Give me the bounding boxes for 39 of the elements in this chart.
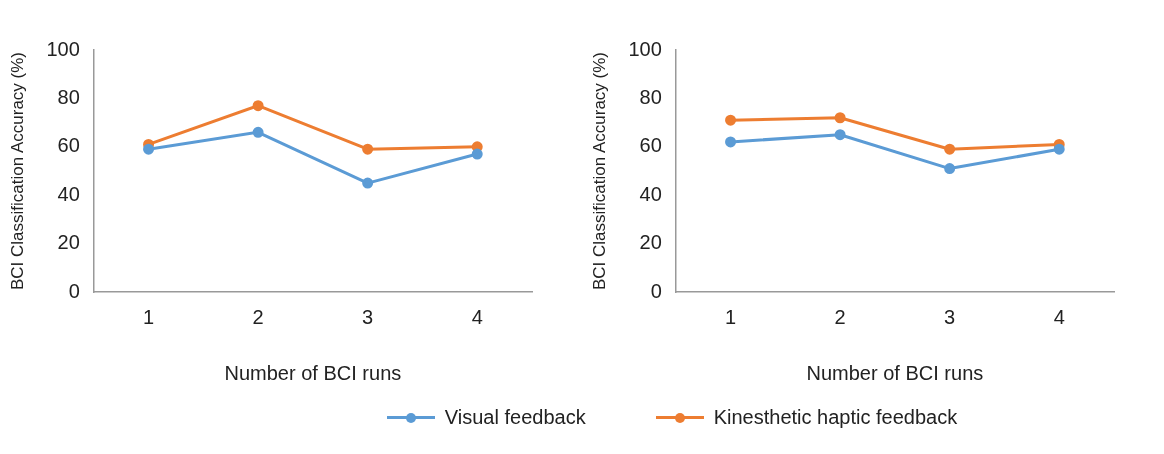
x-tick-label: 4 (1053, 305, 1065, 328)
point (944, 143, 956, 155)
y-tick-label: 100 (46, 37, 80, 60)
y-tick-label: 20 (57, 231, 80, 254)
x-tick-label: 1 (142, 305, 155, 328)
point (725, 114, 737, 126)
y-tick-label: 80 (639, 85, 662, 108)
x-tick-label: 4 (471, 305, 483, 328)
point (944, 163, 956, 175)
point (362, 177, 374, 189)
x-tick-label: 2 (252, 305, 264, 328)
y-tick-label: 0 (68, 279, 80, 302)
x-tick-label: 1 (724, 305, 737, 328)
point (362, 143, 374, 155)
y-tick-label: 0 (650, 279, 662, 302)
point (252, 126, 264, 138)
point (834, 129, 846, 141)
point (252, 100, 264, 112)
y-tick-label: 40 (57, 182, 80, 205)
y-tick-label: 80 (57, 85, 80, 108)
legend-label: Kinesthetic haptic feedback (713, 406, 958, 429)
y-axis-title: BCI Classification Accuracy (%) (589, 51, 609, 291)
x-tick-label: 2 (834, 305, 846, 328)
y-tick-label: 40 (639, 182, 662, 205)
x-tick-label: 3 (362, 305, 374, 328)
point (1053, 143, 1065, 155)
x-axis-title: Number of BCI runs (806, 361, 984, 384)
point (143, 143, 155, 155)
x-axis-title: Number of BCI runs (224, 361, 402, 384)
point (834, 112, 846, 124)
legend-label: Visual feedback (444, 406, 586, 429)
point (471, 148, 483, 160)
point (725, 136, 737, 148)
y-tick-label: 60 (639, 134, 662, 157)
y-tick-label: 100 (628, 37, 662, 60)
y-axis-title: BCI Classification Accuracy (%) (7, 51, 27, 291)
y-tick-label: 20 (639, 231, 662, 254)
x-tick-label: 3 (944, 305, 956, 328)
y-tick-label: 60 (57, 134, 80, 157)
